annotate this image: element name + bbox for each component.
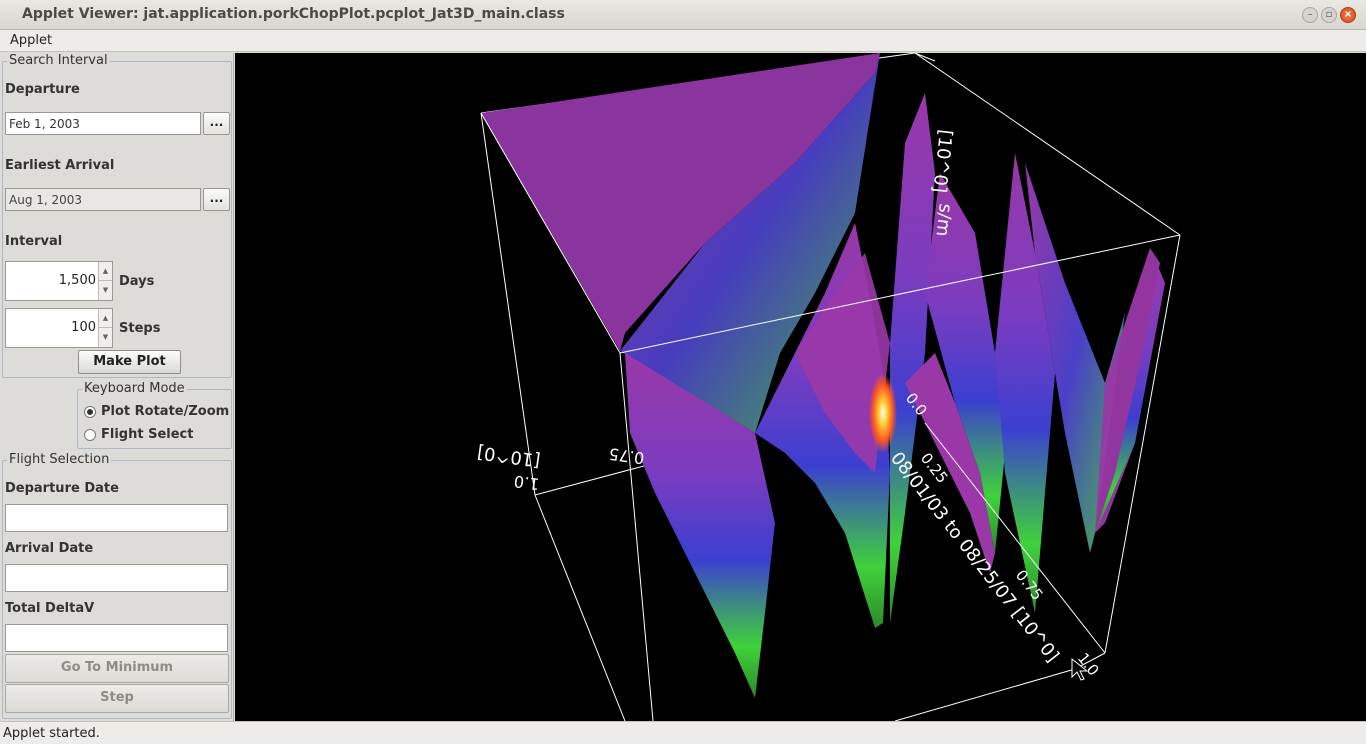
menu-applet[interactable]: Applet — [10, 33, 53, 48]
total-deltav-field[interactable] — [5, 624, 228, 652]
flight-selection-legend: Flight Selection — [7, 452, 112, 467]
total-deltav-label: Total DeltaV — [5, 601, 95, 616]
title-bar[interactable]: Applet Viewer: jat.application.porkChopP… — [0, 0, 1366, 30]
arrival-date-label: Arrival Date — [5, 541, 94, 556]
steps-spinner[interactable]: 100 ▲ ▼ — [5, 308, 113, 348]
flight-select-label[interactable]: Flight Select — [101, 427, 194, 442]
axis-label-top: [10^0] — [928, 128, 956, 193]
tick-left-1: 1.0 — [513, 471, 541, 493]
plot-rotate-label[interactable]: Plot Rotate/Zoom — [101, 404, 230, 419]
step-button[interactable]: Step — [5, 684, 229, 713]
search-interval-group: Search Interval — [2, 53, 232, 378]
interval-label: Interval — [5, 234, 63, 249]
departure-date-label: Departure Date — [5, 481, 119, 496]
keyboard-mode-group: Keyboard Mode — [77, 381, 232, 449]
status-bar: Applet started. — [0, 721, 1366, 744]
search-interval-legend: Search Interval — [7, 53, 110, 68]
window-title: Applet Viewer: jat.application.porkChopP… — [22, 6, 565, 22]
spinner-up-icon[interactable]: ▲ — [98, 309, 112, 328]
earliest-arrival-label: Earliest Arrival — [5, 158, 115, 173]
arrival-chooser-button[interactable]: ... — [203, 188, 230, 211]
tick-left-2: 0.75 — [608, 444, 646, 468]
axis-label-top-tail: s/m — [932, 202, 956, 237]
mouse-cursor-icon — [1071, 657, 1089, 681]
spinner-up-icon[interactable]: ▲ — [98, 262, 112, 281]
flight-selection-group: Flight Selection — [2, 452, 232, 719]
minimize-icon[interactable]: – — [1302, 7, 1318, 23]
bounding-box-front — [480, 53, 1181, 721]
steps-value[interactable]: 100 — [71, 320, 96, 335]
status-text: Applet started. — [3, 726, 100, 741]
flight-departure-field[interactable] — [5, 504, 228, 532]
departure-label: Departure — [5, 82, 80, 97]
days-spinner[interactable]: 1,500 ▲ ▼ — [5, 261, 113, 301]
spinner-down-icon[interactable]: ▼ — [98, 281, 112, 300]
days-unit-label: Days — [119, 274, 155, 289]
menu-bar: Applet — [0, 30, 1366, 52]
maximize-icon[interactable]: ▫ — [1321, 7, 1337, 23]
porkchop-3d-plot[interactable]: [10^0] 1.0 0.75 [10^0] s/m 0.0 0.25 08/0… — [235, 53, 1366, 721]
plot-rotate-radio[interactable] — [84, 406, 96, 418]
close-icon[interactable]: × — [1340, 7, 1356, 23]
departure-chooser-button[interactable]: ... — [203, 112, 230, 135]
control-panel: Search Interval Departure Feb 1, 2003 ..… — [0, 53, 234, 721]
surface-sheets — [481, 53, 1165, 698]
spinner-down-icon[interactable]: ▼ — [98, 328, 112, 347]
steps-unit-label: Steps — [119, 321, 161, 336]
keyboard-mode-legend: Keyboard Mode — [82, 381, 187, 396]
departure-date-field[interactable]: Feb 1, 2003 — [5, 112, 201, 135]
go-to-minimum-button[interactable]: Go To Minimum — [5, 654, 229, 683]
earliest-arrival-field[interactable]: Aug 1, 2003 — [5, 188, 201, 211]
flight-select-radio[interactable] — [84, 429, 96, 441]
flight-arrival-field[interactable] — [5, 564, 228, 592]
plot-canvas[interactable]: [10^0] 1.0 0.75 [10^0] s/m 0.0 0.25 08/0… — [235, 53, 1366, 721]
axis-label-left: [10^0] — [476, 441, 542, 471]
days-value[interactable]: 1,500 — [58, 273, 96, 288]
make-plot-button[interactable]: Make Plot — [78, 350, 181, 374]
